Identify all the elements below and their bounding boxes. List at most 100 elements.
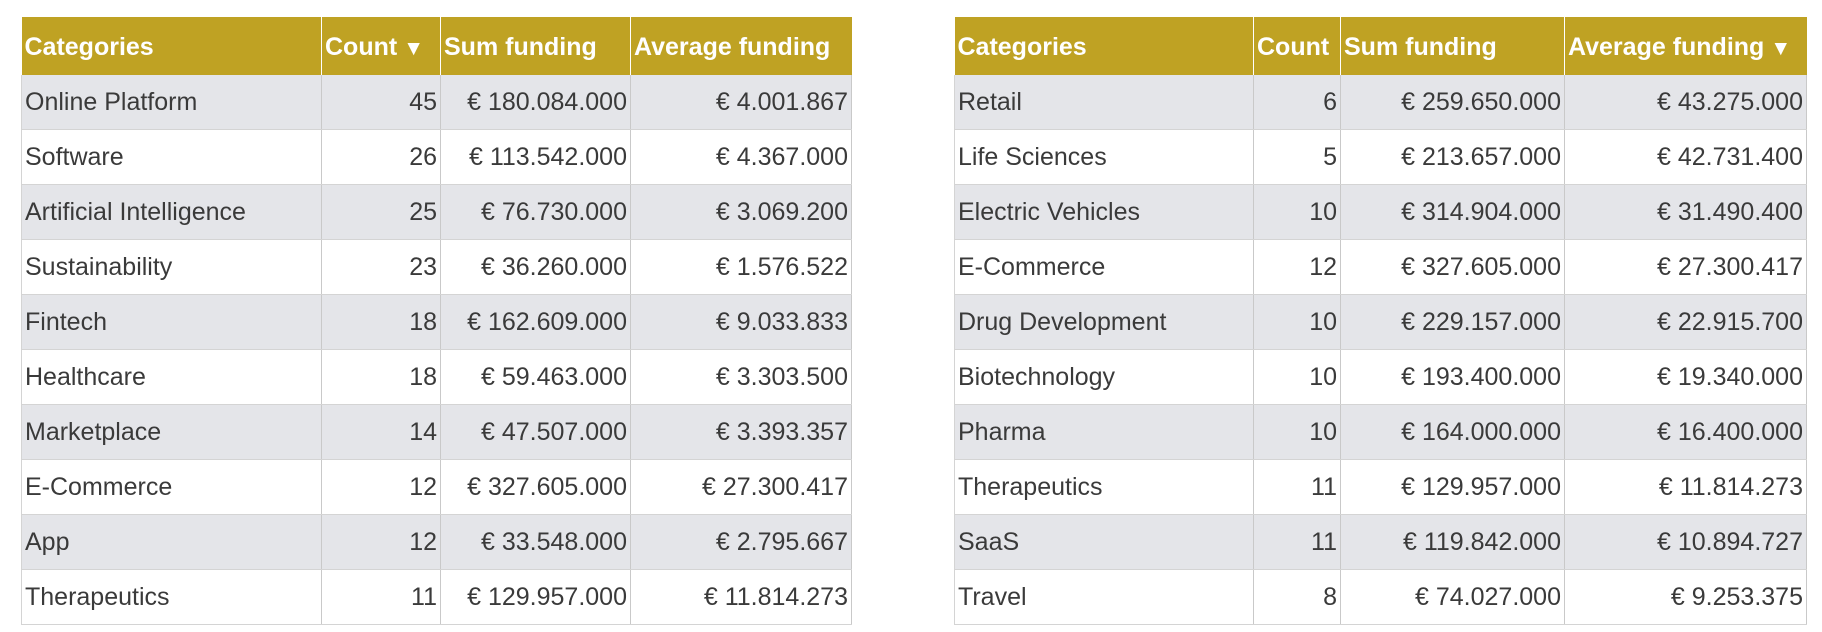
- category-cell: Travel: [954, 569, 1254, 625]
- average-funding-cell: € 22.915.700: [1564, 294, 1807, 350]
- sort-descending-icon: ▼: [403, 36, 424, 60]
- count-cell: 10: [1253, 294, 1341, 350]
- sum-funding-cell: € 47.507.000: [440, 404, 631, 460]
- column-header-label: Average funding: [634, 32, 831, 61]
- average-funding-cell: € 9.253.375: [1564, 569, 1807, 625]
- count-cell: 12: [321, 459, 441, 515]
- average-funding-cell: € 27.300.417: [1564, 239, 1807, 295]
- sum-funding-cell: € 229.157.000: [1340, 294, 1565, 350]
- category-cell: Electric Vehicles: [954, 184, 1254, 240]
- table-row: App 12 € 33.548.000 € 2.795.667: [21, 514, 852, 570]
- right-category-table: Categories Count Sum funding Average fundin…: [954, 17, 1807, 625]
- sum-funding-cell: € 129.957.000: [1340, 459, 1565, 515]
- count-cell: 45: [321, 75, 441, 130]
- count-cell: 11: [1253, 514, 1341, 570]
- average-funding-cell: € 43.275.000: [1564, 75, 1807, 130]
- category-cell: Marketplace: [21, 404, 322, 460]
- table-row: Pharma 10 € 164.000.000 € 16.400.000: [954, 404, 1807, 460]
- count-cell: 26: [321, 129, 441, 185]
- sum-funding-cell: € 129.957.000: [440, 569, 631, 625]
- left-category-table: Categories Count ▼ Sum funding Average fundi…: [21, 17, 852, 625]
- column-header-label: Sum funding: [444, 32, 597, 61]
- sum-funding-cell: € 76.730.000: [440, 184, 631, 240]
- count-cell: 18: [321, 349, 441, 405]
- table-row: Therapeutics 11 € 129.957.000 € 11.814.273: [21, 569, 852, 625]
- count-cell: 25: [321, 184, 441, 240]
- table-row: Software 26 € 113.542.000 € 4.367.000: [21, 129, 852, 185]
- header-row: Categories Count Sum funding Average fundin…: [954, 17, 1807, 75]
- average-funding-cell: € 27.300.417: [630, 459, 852, 515]
- average-funding-cell: € 4.367.000: [630, 129, 852, 185]
- category-cell: App: [21, 514, 322, 570]
- sum-funding-cell: € 314.904.000: [1340, 184, 1565, 240]
- column-header-categories[interactable]: Categories: [21, 17, 322, 75]
- category-cell: E-Commerce: [21, 459, 322, 515]
- category-cell: Artificial Intelligence: [21, 184, 322, 240]
- table-row: Therapeutics 11 € 129.957.000 € 11.814.273: [954, 459, 1807, 515]
- table-row: SaaS 11 € 119.842.000 € 10.894.727: [954, 514, 1807, 570]
- sum-funding-cell: € 213.657.000: [1340, 129, 1565, 185]
- sort-descending-icon: ▼: [1770, 36, 1792, 60]
- count-cell: 5: [1253, 129, 1341, 185]
- count-cell: 12: [1253, 239, 1341, 295]
- category-cell: Biotechnology: [954, 349, 1254, 405]
- average-funding-cell: € 4.001.867: [630, 75, 852, 130]
- table-row: Healthcare 18 € 59.463.000 € 3.303.500: [21, 349, 852, 405]
- sum-funding-cell: € 327.605.000: [1340, 239, 1565, 295]
- sum-funding-cell: € 180.084.000: [440, 75, 631, 130]
- column-header-label: Sum funding: [1344, 32, 1497, 61]
- average-funding-cell: € 9.033.833: [630, 294, 852, 350]
- count-cell: 11: [1253, 459, 1341, 515]
- column-header-label: Average funding: [1568, 32, 1765, 61]
- category-cell: Therapeutics: [21, 569, 322, 625]
- category-cell: SaaS: [954, 514, 1254, 570]
- sum-funding-cell: € 36.260.000: [440, 239, 631, 295]
- sum-funding-cell: € 259.650.000: [1340, 75, 1565, 130]
- count-cell: 12: [321, 514, 441, 570]
- average-funding-cell: € 3.069.200: [630, 184, 852, 240]
- average-funding-cell: € 3.393.357: [630, 404, 852, 460]
- category-cell: Pharma: [954, 404, 1254, 460]
- column-header-count[interactable]: Count ▼: [321, 17, 441, 75]
- average-funding-cell: € 16.400.000: [1564, 404, 1807, 460]
- average-funding-cell: € 1.576.522: [630, 239, 852, 295]
- column-header-sum-funding[interactable]: Sum funding: [440, 17, 631, 75]
- column-header-categories[interactable]: Categories: [954, 17, 1254, 75]
- category-cell: E-Commerce: [954, 239, 1254, 295]
- column-header-count[interactable]: Count: [1253, 17, 1341, 75]
- table-row: Life Sciences 5 € 213.657.000 € 42.731.400: [954, 129, 1807, 185]
- average-funding-cell: € 2.795.667: [630, 514, 852, 570]
- table-row: E-Commerce 12 € 327.605.000 € 27.300.417: [21, 459, 852, 515]
- column-header-average-funding[interactable]: Average funding: [630, 17, 852, 75]
- count-cell: 10: [1253, 404, 1341, 460]
- column-header-label: Count: [1257, 32, 1330, 61]
- table-row: Travel 8 € 74.027.000 € 9.253.375: [954, 569, 1807, 625]
- sum-funding-cell: € 327.605.000: [440, 459, 631, 515]
- table-row: Sustainability 23 € 36.260.000 € 1.576.522: [21, 239, 852, 295]
- count-cell: 14: [321, 404, 441, 460]
- average-funding-cell: € 11.814.273: [630, 569, 852, 625]
- column-header-average-funding[interactable]: Average funding ▼: [1564, 17, 1807, 75]
- category-cell: Fintech: [21, 294, 322, 350]
- sum-funding-cell: € 59.463.000: [440, 349, 631, 405]
- average-funding-cell: € 3.303.500: [630, 349, 852, 405]
- category-cell: Therapeutics: [954, 459, 1254, 515]
- header-row: Categories Count ▼ Sum funding Average fundi…: [21, 17, 852, 75]
- column-header-label: Categories: [957, 32, 1087, 61]
- count-cell: 11: [321, 569, 441, 625]
- sum-funding-cell: € 193.400.000: [1340, 349, 1565, 405]
- column-header-sum-funding[interactable]: Sum funding: [1340, 17, 1565, 75]
- count-cell: 23: [321, 239, 441, 295]
- table-row: Artificial Intelligence 25 € 76.730.000 € 3…: [21, 184, 852, 240]
- category-cell: Drug Development: [954, 294, 1254, 350]
- table-row: Online Platform 45 € 180.084.000 € 4.001.86…: [21, 75, 852, 130]
- sum-funding-cell: € 119.842.000: [1340, 514, 1565, 570]
- count-cell: 6: [1253, 75, 1341, 130]
- category-cell: Online Platform: [21, 75, 322, 130]
- average-funding-cell: € 31.490.400: [1564, 184, 1807, 240]
- sum-funding-cell: € 113.542.000: [440, 129, 631, 185]
- table-row: Fintech 18 € 162.609.000 € 9.033.833: [21, 294, 852, 350]
- table-row: Electric Vehicles 10 € 314.904.000 € 31.490…: [954, 184, 1807, 240]
- count-cell: 8: [1253, 569, 1341, 625]
- average-funding-cell: € 42.731.400: [1564, 129, 1807, 185]
